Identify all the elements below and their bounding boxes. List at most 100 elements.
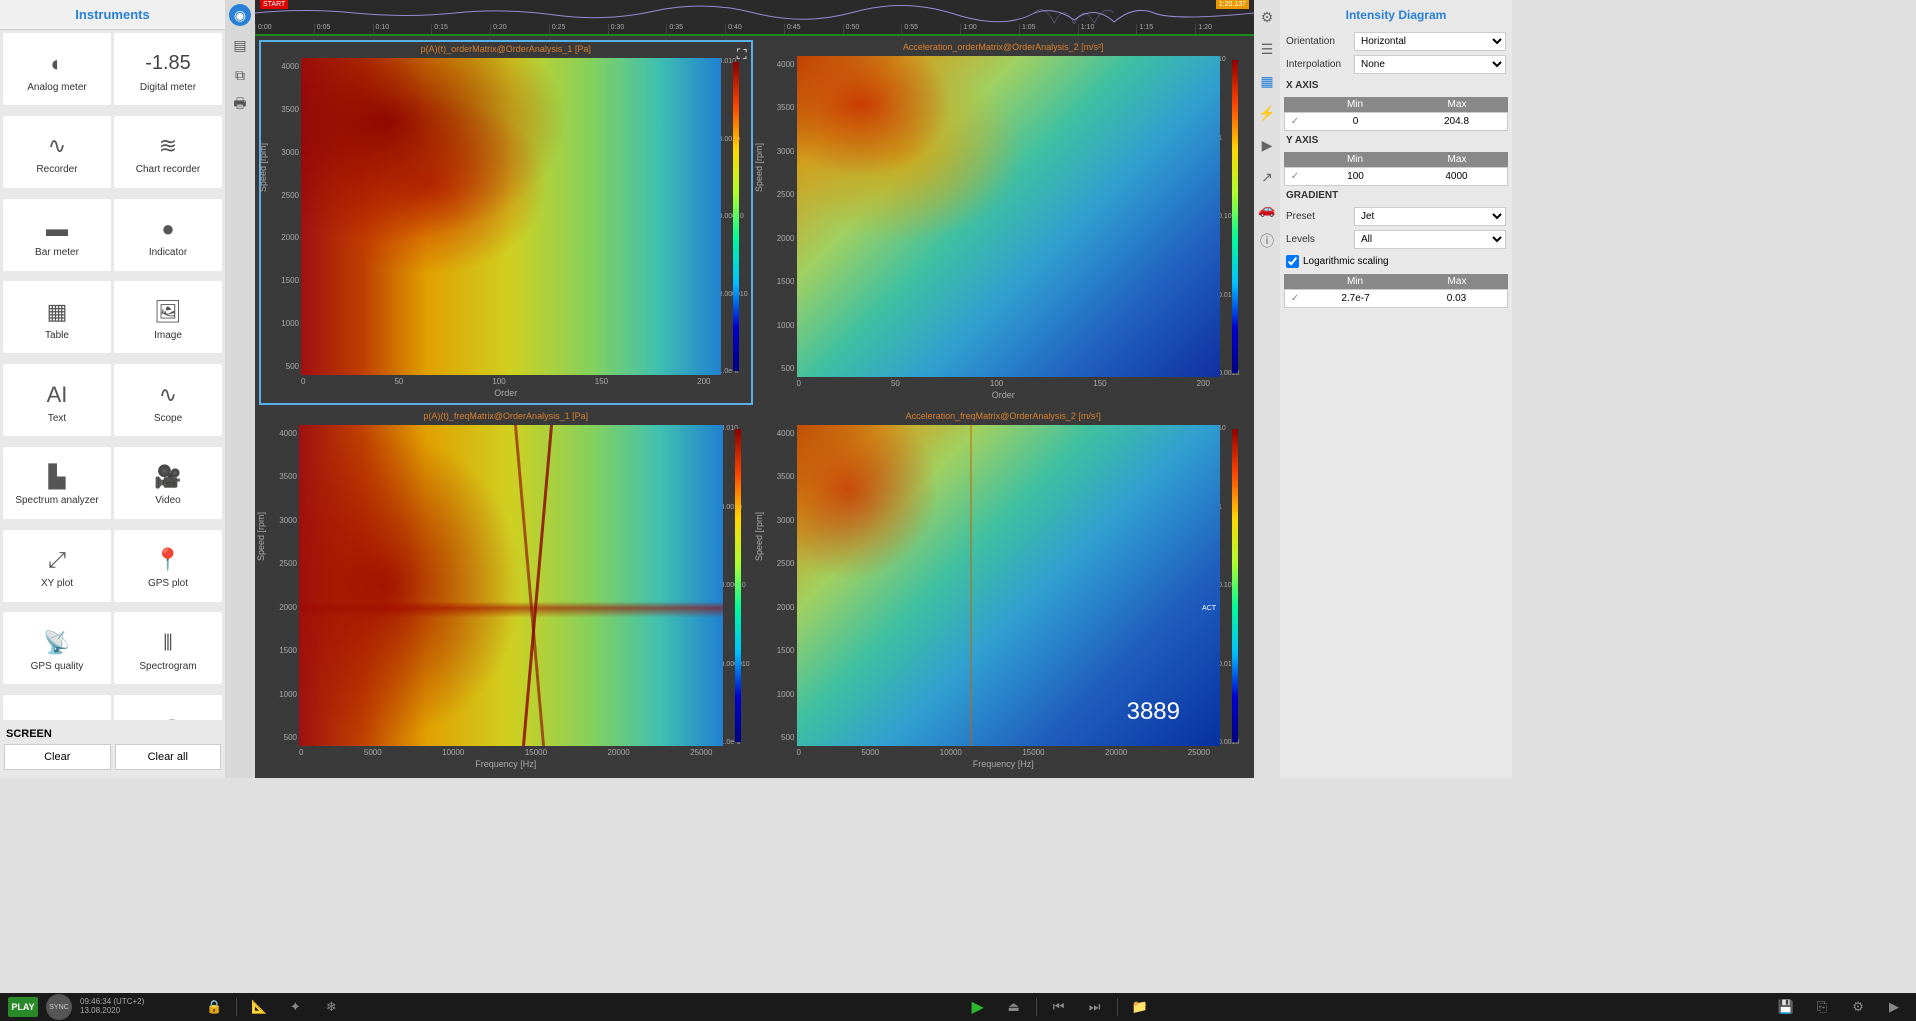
playback-prev-icon[interactable]: ⏮ (1045, 996, 1073, 1018)
chart-panel-1[interactable]: Acceleration_orderMatrix@OrderAnalysis_2… (757, 40, 1251, 405)
chart-annotation: 3889 (1127, 698, 1180, 726)
timeline-waveform (255, 0, 1254, 26)
playback-stop-icon[interactable]: ⏏ (1000, 996, 1028, 1018)
instrument-label: Table (45, 330, 69, 341)
table-icon: ▦ (47, 294, 68, 330)
instruments-header: Instruments (0, 0, 225, 30)
timeline-tick: 0:25 (549, 24, 608, 34)
timeline-tick: 0:50 (843, 24, 902, 34)
timeline[interactable]: START 1:20.137 0:000:050:100:150:200:250… (255, 0, 1254, 36)
print-icon[interactable]: 🖶 (229, 94, 251, 116)
ruler-icon[interactable]: 📐 (245, 996, 273, 1018)
instrument-tile-indicator[interactable]: ●Indicator (114, 199, 222, 271)
playback-play-icon[interactable]: ▶ (964, 996, 992, 1018)
instrument-tile-text[interactable]: AIText (3, 364, 111, 436)
timeline-tick: 1:15 (1136, 24, 1195, 34)
cursor2-icon[interactable]: ❄ (317, 996, 345, 1018)
folder-icon[interactable]: 📁 (1126, 996, 1154, 1018)
settings-icon[interactable]: ⚙ (1844, 996, 1872, 1018)
copy-icon[interactable]: ⧉ (229, 64, 251, 86)
bolt-icon[interactable]: ⚡ (1256, 102, 1278, 124)
xaxis-range-row[interactable]: ✓0204.8 (1284, 112, 1508, 131)
run-icon[interactable]: ▶ (1880, 996, 1908, 1018)
sync-button[interactable]: SYNC (46, 994, 72, 1020)
chart-body: Speed [rpm]40003500300025002000150010005… (259, 425, 753, 746)
orientation-select[interactable]: Horizontal (1354, 32, 1506, 51)
levels-select[interactable]: All (1354, 230, 1506, 249)
list-icon[interactable]: ☰ (1256, 38, 1278, 60)
flag-icon[interactable]: ▶ (1256, 134, 1278, 156)
chart-ylabel: Speed [rpm] (754, 142, 764, 191)
yaxis-range-row[interactable]: ✓1004000 (1284, 167, 1508, 186)
instrument-tile-spectrogram[interactable]: ⦀Spectrogram (114, 612, 222, 684)
instrument-tile-analog-meter[interactable]: ◐Analog meter (3, 33, 111, 105)
logscale-checkbox[interactable] (1286, 255, 1299, 268)
gps-icon: 📍 (154, 542, 181, 578)
chart-yaxis: 4000350030002500200015001000500 (261, 58, 301, 375)
instrument-label: Text (48, 413, 66, 424)
chart-title: Acceleration_freqMatrix@OrderAnalysis_2 … (757, 409, 1251, 425)
screen-section: SCREEN Clear Clear all (0, 720, 225, 774)
wave-icon: ∿ (48, 128, 66, 164)
instrument-tile-scope[interactable]: ∿Scope (114, 364, 222, 436)
gpsq-icon: 📡 (43, 625, 70, 661)
instrument-label: Scope (154, 413, 182, 424)
instrument-tile-video[interactable]: 🎥Video (114, 447, 222, 519)
instrument-tile-table[interactable]: ▦Table (3, 281, 111, 353)
export-icon[interactable]: ⎘ (1808, 996, 1836, 1018)
playback-next-icon[interactable]: ⏭ (1081, 996, 1109, 1018)
chart-ylabel: Speed [rpm] (256, 511, 266, 560)
chart-ylabel: Speed [rpm] (258, 142, 268, 191)
clear-button[interactable]: Clear (4, 744, 111, 770)
act-marker: ACT (1202, 605, 1216, 612)
text-icon: AI (47, 377, 68, 413)
gear-icon[interactable]: ⚙ (1256, 6, 1278, 28)
expand-icon[interactable]: ⛶ (737, 46, 747, 63)
layers-icon[interactable]: ▤ (229, 34, 251, 56)
screen-label: SCREEN (4, 724, 221, 744)
clear-all-button[interactable]: Clear all (115, 744, 222, 770)
instrument-tile-digital-meter[interactable]: -1.85Digital meter (114, 33, 222, 105)
timeline-tick: 0:20 (490, 24, 549, 34)
bar-icon: ▬ (46, 211, 68, 247)
chart-yaxis: 4000350030002500200015001000500 (757, 425, 797, 746)
instrument-tile-gps-quality[interactable]: 📡GPS quality (3, 612, 111, 684)
colorbar (721, 58, 751, 375)
instrument-tile-image[interactable]: 🖼Image (114, 281, 222, 353)
chart-panel-2[interactable]: p(A)(t)_freqMatrix@OrderAnalysis_1 [Pa]0… (259, 409, 753, 774)
instrument-tile-bar-meter[interactable]: ▬Bar meter (3, 199, 111, 271)
play-button[interactable]: PLAY (8, 997, 38, 1017)
timeline-tick: 1:05 (1019, 24, 1078, 34)
chart-panel-0[interactable]: p(A)(t)_orderMatrix@OrderAnalysis_1 [Pa]… (259, 40, 753, 405)
chart-yaxis: 4000350030002500200015001000500 (757, 56, 797, 377)
share-icon[interactable]: ↗ (1256, 166, 1278, 188)
gradient-range-row[interactable]: ✓2.7e-70.03 (1284, 289, 1508, 308)
properties-icon[interactable]: ▦ (1256, 70, 1278, 92)
preset-select[interactable]: Jet (1354, 207, 1506, 226)
xy-icon: ⤢ (48, 542, 66, 578)
chart-body: Speed [rpm]40003500300025002000150010005… (757, 56, 1251, 377)
chart-panel-3[interactable]: Acceleration_freqMatrix@OrderAnalysis_2 … (757, 409, 1251, 774)
timeline-tick: 0:45 (784, 24, 843, 34)
left-icon-strip: ◉ ▤ ⧉ 🖶 (225, 0, 255, 778)
chart-xaxis: 050100150200Order (757, 377, 1251, 405)
instrument-label: Recorder (36, 164, 77, 175)
channels-icon[interactable]: ◉ (229, 4, 251, 26)
instrument-tile-xy-plot[interactable]: ⤢XY plot (3, 530, 111, 602)
car-icon[interactable]: 🚗 (1256, 198, 1278, 220)
cursor1-icon[interactable]: ✦ (281, 996, 309, 1018)
chart-title: p(A)(t)_freqMatrix@OrderAnalysis_1 [Pa] (259, 409, 753, 425)
chart-title: p(A)(t)_orderMatrix@OrderAnalysis_1 [Pa] (261, 42, 751, 58)
right-icon-strip: ⚙ ☰ ▦ ⚡ ▶ ↗ 🚗 ⓘ (1254, 0, 1280, 778)
save-icon[interactable]: 💾 (1772, 996, 1800, 1018)
interpolation-select[interactable]: None (1354, 55, 1506, 74)
info-icon[interactable]: ⓘ (1256, 230, 1278, 252)
chart-yaxis: 4000350030002500200015001000500 (259, 425, 299, 746)
instrument-tile-recorder[interactable]: ∿Recorder (3, 116, 111, 188)
instrument-tile-spectrum-analyzer[interactable]: ▙Spectrum analyzer (3, 447, 111, 519)
timeline-tick: 1:20 (1195, 24, 1254, 34)
instrument-tile-chart-recorder[interactable]: ≋Chart recorder (114, 116, 222, 188)
timeline-ticks: 0:000:050:100:150:200:250:300:350:400:45… (255, 24, 1254, 34)
lock-icon[interactable]: 🔒 (200, 996, 228, 1018)
instrument-tile-gps-plot[interactable]: 📍GPS plot (114, 530, 222, 602)
